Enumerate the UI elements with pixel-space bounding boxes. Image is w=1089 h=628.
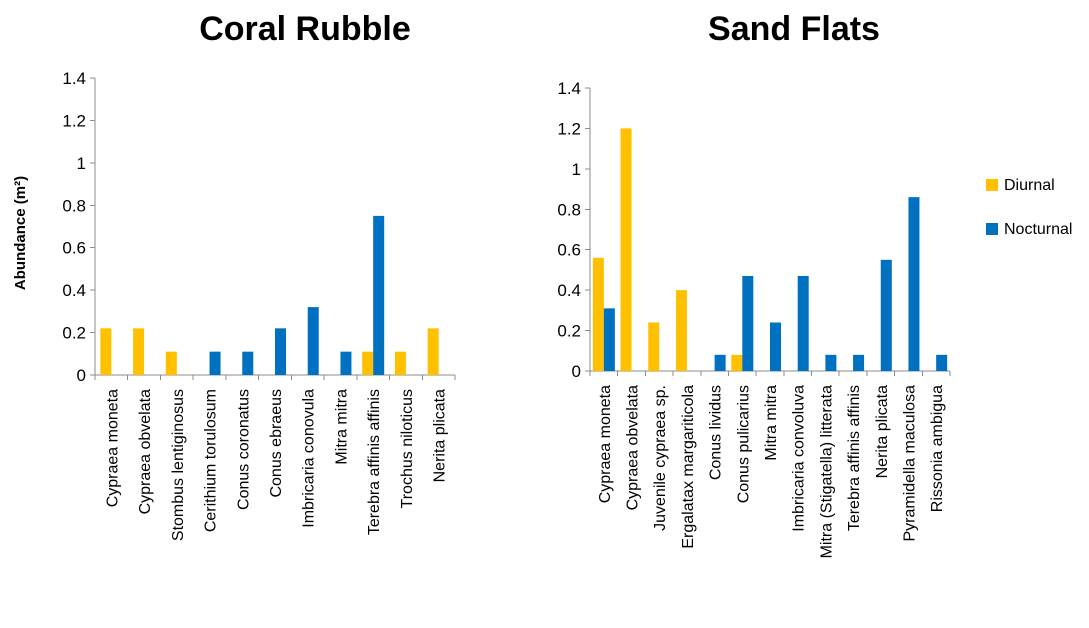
x-tick-label: Cypraea moneta — [104, 389, 121, 507]
bar-diurnal-cypraea-moneta — [100, 328, 112, 375]
y-axis-label: Abundance (m²) — [12, 176, 29, 290]
y-tick-label: 1 — [77, 154, 86, 173]
legend-label-nocturnal: Nocturnal — [1004, 221, 1072, 238]
bar-nocturnal-nerita-plicata — [880, 259, 892, 371]
x-tick-label: Conus pulicarius — [735, 385, 752, 503]
x-tick-label: Nerita plicata — [874, 385, 891, 478]
chart-sand-flats: Sand Flats 0 0.2 0.4 0.6 0.8 1 1.2 1.4 Cypraea m… — [557, 10, 951, 558]
legend-swatch-diurnal — [986, 179, 998, 191]
bar-nocturnal-mitra-mitra — [340, 351, 352, 375]
x-tick-label: Juvenile cypraea sp. — [652, 385, 669, 531]
x-tick-label: Terebra affinis affinis — [846, 385, 863, 531]
bar-diurnal-conus-pulicarius — [731, 354, 743, 371]
bar-diurnal-stombus-lentiginosus — [165, 351, 177, 375]
x-tick-label: Imbricaria conovula — [301, 389, 318, 528]
legend: Diurnal Nocturnal — [986, 177, 1072, 238]
x-tick-label: Conus coronatus — [235, 389, 252, 510]
x-tick-label: Pyramidella maculosa — [901, 385, 918, 542]
y-tick-label: 0.8 — [62, 196, 86, 215]
x-tick-label: Stombus lentiginosus — [170, 389, 187, 541]
bar-nocturnal-terebra-affinis-affinis — [853, 354, 865, 371]
chart-title: Sand Flats — [708, 10, 880, 48]
bar-diurnal-nerita-plicata — [427, 328, 439, 375]
x-tick-label: Conus ebraeus — [268, 389, 285, 498]
x-tick-label: Nerita plicata — [432, 389, 449, 482]
bar-diurnal-juvenile-cypraea-sp — [648, 322, 660, 371]
x-tick-label: Rissonia ambigua — [929, 385, 946, 512]
bar-nocturnal-cypraea-moneta — [603, 308, 615, 371]
y-tick-label: 0.2 — [62, 324, 86, 343]
x-tick-label: Ergalatax margariticola — [680, 385, 697, 549]
x-tick-label: Trochus niloticus — [399, 389, 416, 508]
bar-nocturnal-imbricaria-convoluva — [797, 275, 809, 371]
bar-nocturnal-rissonia-ambigua — [936, 354, 948, 371]
x-tick-label: Cypraea obvelata — [625, 385, 642, 511]
y-tick-label: 1.4 — [557, 79, 581, 98]
bar-nocturnal-conus-coronatus — [242, 351, 254, 375]
bar-diurnal-terebra-affinis-affinis — [362, 351, 374, 375]
y-tick-label: 0.4 — [557, 281, 581, 300]
x-tick-label: Imbricaria convoluva — [791, 385, 808, 532]
bar-nocturnal-imbricaria-conovula — [307, 307, 319, 375]
y-tick-label: 1 — [572, 160, 581, 179]
bar-nocturnal-pyramidella-maculosa — [908, 197, 920, 371]
y-tick-label: 0.2 — [557, 322, 581, 341]
x-tick-label: Mitra (Stigatella) litterata — [818, 385, 835, 558]
bar-diurnal-cypraea-obvelata — [133, 328, 145, 375]
bar-diurnal-trochus-niloticus — [394, 351, 406, 375]
bar-nocturnal-mitra-stigatella-litterata — [825, 354, 837, 371]
legend-label-diurnal: Diurnal — [1004, 177, 1055, 194]
bar-nocturnal-conus-lividus — [714, 354, 726, 371]
bar-nocturnal-conus-pulicarius — [742, 275, 754, 371]
bar-nocturnal-mitra-mitra — [770, 322, 781, 371]
bar-diurnal-cypraea-moneta — [592, 257, 604, 371]
bar-diurnal-cypraea-obvelata — [620, 128, 632, 371]
x-tick-label: Cypraea obvelata — [137, 389, 154, 515]
y-tick-label: 1.2 — [557, 119, 581, 138]
bar-nocturnal-terebra-affinis-affinis — [373, 215, 385, 375]
x-tick-label: Terebra affinis affinis — [366, 389, 383, 535]
y-tick-label: 0.6 — [557, 241, 581, 260]
y-tick-label: 1.4 — [62, 69, 86, 88]
legend-swatch-nocturnal — [986, 223, 998, 235]
x-tick-label: Mitra mitra — [333, 389, 350, 465]
bar-nocturnal-conus-ebraeus — [275, 328, 286, 375]
y-tick-label: 0.4 — [62, 281, 86, 300]
x-tick-label: Mitra mitra — [763, 385, 780, 461]
chart-title: Coral Rubble — [199, 10, 411, 48]
x-tick-label: Conus lividus — [708, 385, 725, 480]
y-tick-label: 1.2 — [62, 111, 86, 130]
bar-nocturnal-cerithium-torulosum — [209, 351, 221, 375]
chart-coral-rubble: Coral Rubble Abundance (m²) 0 0.2 0.4 0.6 0.… — [12, 10, 456, 541]
bar-diurnal-ergalatax-margariticola — [675, 290, 687, 371]
x-tick-label: Cypraea moneta — [597, 385, 614, 503]
y-tick-label: 0.6 — [62, 239, 86, 258]
y-tick-label: 0.8 — [557, 200, 581, 219]
y-tick-label: 0 — [572, 362, 581, 381]
x-tick-label: Cerithium torulosum — [203, 389, 220, 532]
y-tick-label: 0 — [77, 366, 86, 385]
